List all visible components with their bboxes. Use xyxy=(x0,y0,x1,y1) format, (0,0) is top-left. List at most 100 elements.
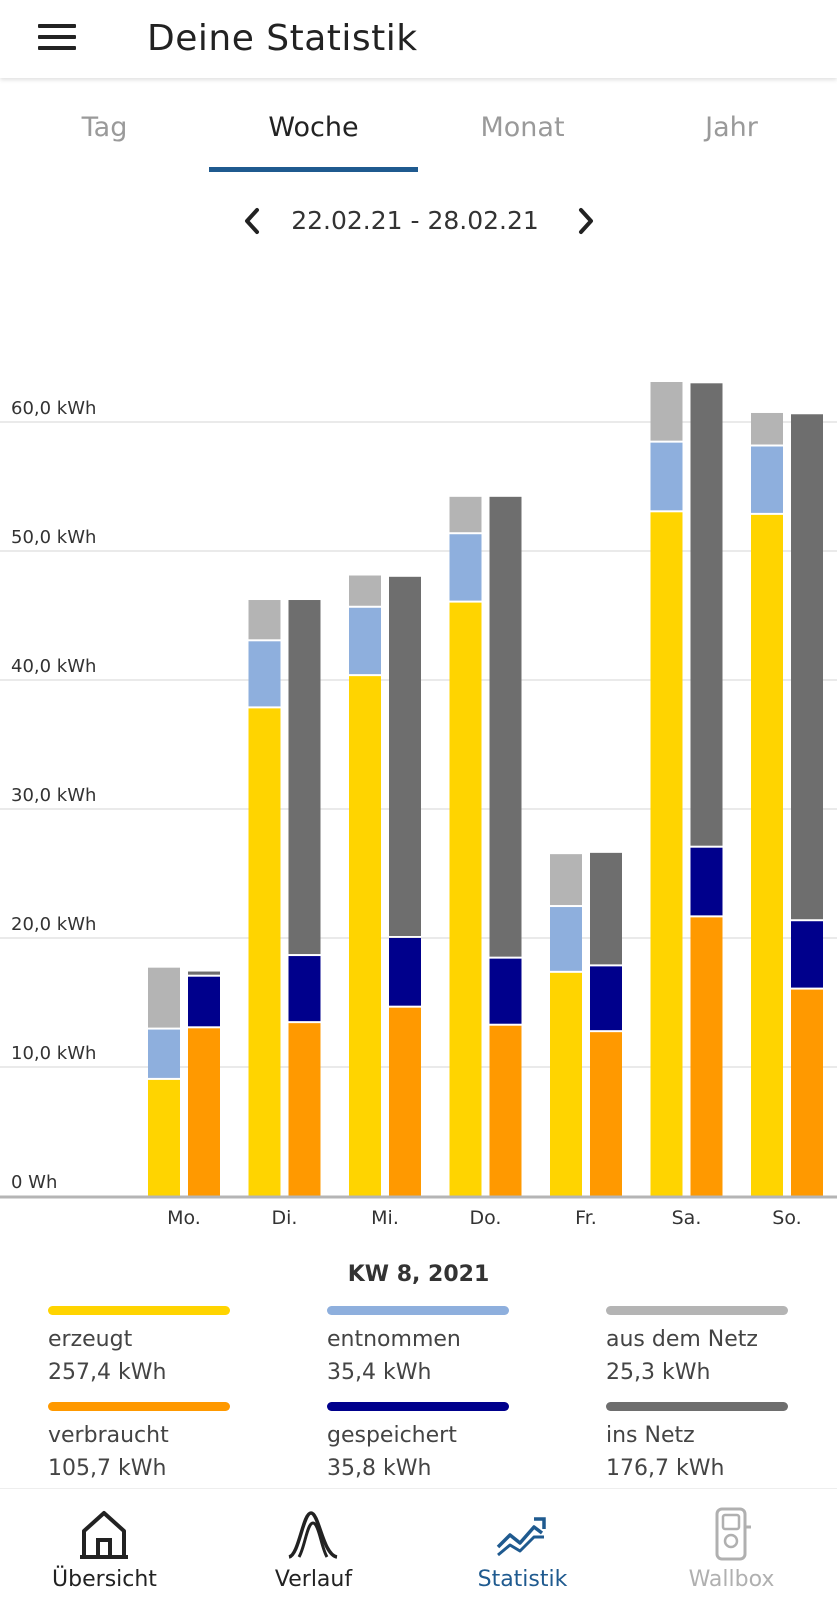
chevron-left-icon[interactable] xyxy=(237,204,267,238)
legend-item-aus-dem-netz: aus dem Netz 25,3 kWh xyxy=(606,1306,806,1385)
bar-verbraucht xyxy=(690,917,723,1196)
bottom-navigation: Übersicht Verlauf Statistik Wallbox xyxy=(0,1488,837,1600)
bar-verbraucht xyxy=(791,989,823,1196)
bar-gespeichert xyxy=(791,921,823,988)
bar-ins-netz xyxy=(389,576,421,936)
chevron-right-icon[interactable] xyxy=(571,204,601,238)
y-tick-label: 0 Wh xyxy=(11,1172,57,1193)
nav-label: Wallbox xyxy=(688,1567,775,1592)
bar-gespeichert xyxy=(288,956,321,1022)
bar-entnommen xyxy=(449,534,482,601)
bar-erzeugt xyxy=(349,676,381,1196)
tab-woche[interactable]: Woche xyxy=(268,112,359,143)
legend-swatch xyxy=(606,1306,788,1315)
bar-erzeugt xyxy=(148,1079,180,1196)
legend-name: verbraucht xyxy=(48,1423,169,1448)
legend-value: 257,4 kWh xyxy=(48,1360,167,1385)
x-tick-label: Fr. xyxy=(575,1207,597,1229)
legend-name: gespeichert xyxy=(327,1423,457,1448)
nav-statistik[interactable]: Statistik xyxy=(418,1489,627,1600)
house-icon xyxy=(80,1511,128,1559)
legend-swatch xyxy=(327,1402,509,1411)
bar-erzeugt xyxy=(550,972,582,1196)
bar-verbraucht xyxy=(389,1007,421,1196)
bar-gespeichert xyxy=(188,976,220,1027)
week-label: KW 8, 2021 xyxy=(347,1262,490,1287)
weekly-energy-chart: 0 Wh 10,0 kWh 20,0 kWh 30,0 kWh 40,0 kWh 50,0… xyxy=(0,370,837,1250)
bar-aus-dem-netz xyxy=(550,854,582,906)
bar-entnommen xyxy=(349,607,381,675)
x-tick-label: Di. xyxy=(272,1207,298,1229)
legend-value: 25,3 kWh xyxy=(606,1360,711,1385)
wallbox-icon xyxy=(715,1507,751,1561)
legend-swatch xyxy=(606,1402,788,1411)
bar-erzeugt xyxy=(449,602,482,1196)
y-tick-label: 20,0 kWh xyxy=(11,914,96,935)
bar-entnommen xyxy=(550,907,582,971)
x-tick-label: Sa. xyxy=(672,1207,702,1229)
bar-gespeichert xyxy=(389,938,421,1006)
bar-erzeugt xyxy=(751,514,783,1196)
bar-gespeichert xyxy=(590,966,622,1031)
legend-value: 35,4 kWh xyxy=(327,1360,432,1385)
bar-aus-dem-netz xyxy=(349,575,381,606)
y-tick-label: 10,0 kWh xyxy=(11,1043,96,1064)
y-tick-label: 30,0 kWh xyxy=(11,785,96,806)
bar-erzeugt xyxy=(650,512,683,1196)
bar-ins-netz xyxy=(288,600,321,955)
legend-item-erzeugt: erzeugt 257,4 kWh xyxy=(48,1306,248,1385)
legend-name: ins Netz xyxy=(606,1423,695,1448)
page-title: Deine Statistik xyxy=(147,18,418,59)
active-tab-indicator xyxy=(209,167,418,172)
legend-item-ins-netz: ins Netz 176,7 kWh xyxy=(606,1402,806,1481)
x-tick-label: Do. xyxy=(470,1207,502,1229)
legend-name: entnommen xyxy=(327,1327,461,1352)
period-tabs: Tag Woche Monat Jahr xyxy=(0,100,837,176)
legend-name: erzeugt xyxy=(48,1327,133,1352)
tab-tag[interactable]: Tag xyxy=(81,112,128,143)
nav-label: Übersicht xyxy=(52,1567,157,1592)
bar-verbraucht xyxy=(288,1023,321,1196)
app-bar: Deine Statistik xyxy=(0,0,837,78)
bar-erzeugt xyxy=(248,708,281,1196)
nav-wallbox[interactable]: Wallbox xyxy=(627,1489,836,1600)
tab-jahr[interactable]: Jahr xyxy=(705,112,758,143)
trend-chart-icon xyxy=(496,1517,546,1557)
bar-gespeichert xyxy=(690,847,723,916)
bar-ins-netz xyxy=(791,414,823,920)
bar-ins-netz xyxy=(188,971,220,975)
nav-verlauf[interactable]: Verlauf xyxy=(209,1489,418,1600)
legend-item-verbraucht: verbraucht 105,7 kWh xyxy=(48,1402,248,1481)
y-tick-label: 40,0 kWh xyxy=(11,656,96,677)
legend-value: 105,7 kWh xyxy=(48,1456,167,1481)
bar-gespeichert xyxy=(489,958,522,1024)
tab-monat[interactable]: Monat xyxy=(480,112,565,143)
legend-item-entnommen: entnommen 35,4 kWh xyxy=(327,1306,527,1385)
bar-ins-netz xyxy=(489,496,522,957)
bar-verbraucht xyxy=(188,1028,220,1196)
bar-aus-dem-netz xyxy=(248,600,281,640)
hamburger-menu-icon[interactable] xyxy=(38,22,76,52)
legend-swatch xyxy=(48,1402,230,1411)
y-tick-label: 50,0 kWh xyxy=(11,527,96,548)
bar-entnommen xyxy=(650,442,683,511)
bar-ins-netz xyxy=(590,852,622,965)
legend-value: 35,8 kWh xyxy=(327,1456,432,1481)
bar-ins-netz xyxy=(690,383,723,846)
nav-label: Verlauf xyxy=(274,1567,353,1592)
date-navigation: 22.02.21 - 28.02.21 xyxy=(0,196,837,252)
bar-aus-dem-netz xyxy=(148,967,180,1028)
bar-verbraucht xyxy=(590,1032,622,1196)
bar-verbraucht xyxy=(489,1025,522,1196)
x-tick-label: Mi. xyxy=(371,1207,399,1229)
nav-uebersicht[interactable]: Übersicht xyxy=(0,1489,209,1600)
y-tick-label: 60,0 kWh xyxy=(11,398,96,419)
bar-entnommen xyxy=(248,641,281,707)
bar-aus-dem-netz xyxy=(650,382,683,441)
legend-value: 176,7 kWh xyxy=(606,1456,725,1481)
x-tick-label: Mo. xyxy=(167,1207,201,1229)
legend: erzeugt 257,4 kWh entnommen 35,4 kWh aus… xyxy=(0,1300,837,1481)
bar-aus-dem-netz xyxy=(449,496,482,533)
chart-svg: 0 Wh 10,0 kWh 20,0 kWh 30,0 kWh 40,0 kWh 50,0… xyxy=(0,382,837,1229)
bar-entnommen xyxy=(148,1029,180,1078)
